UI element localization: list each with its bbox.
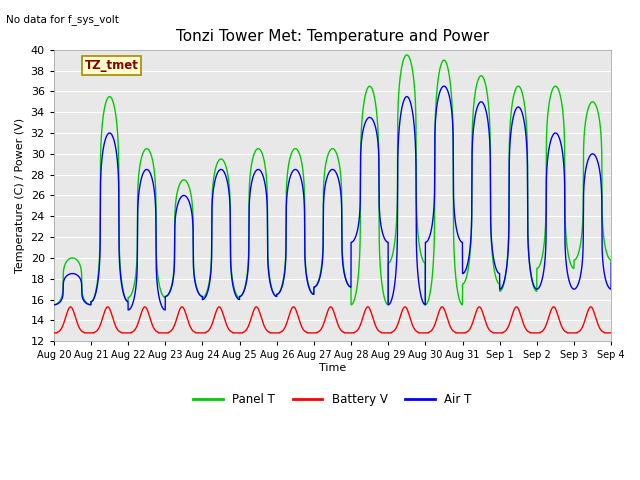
Y-axis label: Temperature (C) / Power (V): Temperature (C) / Power (V) bbox=[15, 118, 25, 273]
Text: No data for f_sys_volt: No data for f_sys_volt bbox=[6, 14, 119, 25]
Title: Tonzi Tower Met: Temperature and Power: Tonzi Tower Met: Temperature and Power bbox=[176, 29, 489, 44]
Text: TZ_tmet: TZ_tmet bbox=[84, 59, 138, 72]
Legend: Panel T, Battery V, Air T: Panel T, Battery V, Air T bbox=[189, 389, 476, 411]
X-axis label: Time: Time bbox=[319, 363, 346, 373]
